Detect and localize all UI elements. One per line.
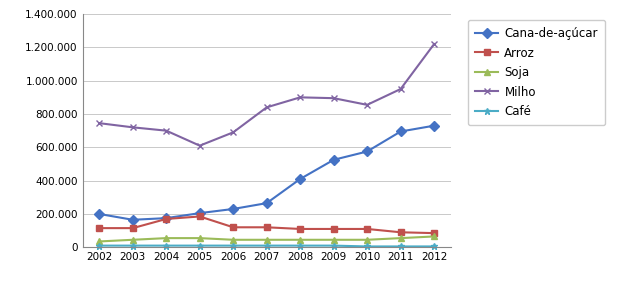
Cana-de-açúcar bbox=[397, 130, 404, 133]
Cana-de-açúcar bbox=[95, 212, 103, 216]
Milho bbox=[163, 129, 170, 132]
Arroz bbox=[397, 231, 404, 234]
Cana-de-açúcar bbox=[196, 211, 204, 215]
Milho bbox=[363, 103, 371, 106]
Arroz bbox=[263, 226, 271, 229]
Soja bbox=[129, 238, 137, 241]
Arroz bbox=[129, 226, 137, 230]
Cana-de-açúcar bbox=[263, 201, 271, 205]
Arroz bbox=[196, 215, 204, 218]
Café bbox=[431, 245, 438, 248]
Milho bbox=[397, 87, 404, 91]
Café bbox=[129, 244, 137, 247]
Soja bbox=[229, 238, 237, 241]
Soja bbox=[397, 236, 404, 240]
Milho bbox=[330, 96, 337, 100]
Café bbox=[229, 244, 237, 247]
Cana-de-açúcar bbox=[330, 158, 337, 162]
Café bbox=[95, 244, 103, 247]
Cana-de-açúcar bbox=[363, 150, 371, 153]
Café bbox=[263, 244, 271, 247]
Soja bbox=[330, 238, 337, 241]
Arroz bbox=[95, 226, 103, 230]
Line: Arroz: Arroz bbox=[96, 213, 438, 237]
Café bbox=[330, 244, 337, 247]
Line: Soja: Soja bbox=[96, 233, 438, 245]
Cana-de-açúcar bbox=[229, 207, 237, 211]
Cana-de-açúcar bbox=[431, 124, 438, 127]
Milho bbox=[129, 126, 137, 129]
Arroz bbox=[363, 227, 371, 231]
Cana-de-açúcar bbox=[163, 216, 170, 220]
Café bbox=[363, 245, 371, 248]
Café bbox=[297, 244, 304, 247]
Café bbox=[397, 245, 404, 248]
Legend: Cana-de-açúcar, Arroz, Soja, Milho, Café: Cana-de-açúcar, Arroz, Soja, Milho, Café bbox=[468, 20, 605, 125]
Milho bbox=[196, 144, 204, 147]
Arroz bbox=[330, 227, 337, 231]
Arroz bbox=[229, 226, 237, 229]
Arroz bbox=[431, 232, 438, 235]
Line: Café: Café bbox=[96, 242, 438, 250]
Soja bbox=[263, 238, 271, 241]
Cana-de-açúcar bbox=[129, 218, 137, 221]
Milho bbox=[263, 106, 271, 109]
Milho bbox=[431, 42, 438, 46]
Soja bbox=[196, 236, 204, 240]
Arroz bbox=[163, 217, 170, 221]
Soja bbox=[431, 235, 438, 238]
Line: Milho: Milho bbox=[96, 40, 438, 149]
Line: Cana-de-açúcar: Cana-de-açúcar bbox=[96, 122, 438, 223]
Café bbox=[196, 244, 204, 247]
Soja bbox=[163, 236, 170, 240]
Arroz bbox=[297, 227, 304, 231]
Cana-de-açúcar bbox=[297, 177, 304, 181]
Café bbox=[163, 244, 170, 247]
Soja bbox=[297, 238, 304, 241]
Soja bbox=[363, 238, 371, 241]
Milho bbox=[229, 131, 237, 134]
Milho bbox=[297, 96, 304, 99]
Soja bbox=[95, 240, 103, 243]
Milho bbox=[95, 121, 103, 125]
